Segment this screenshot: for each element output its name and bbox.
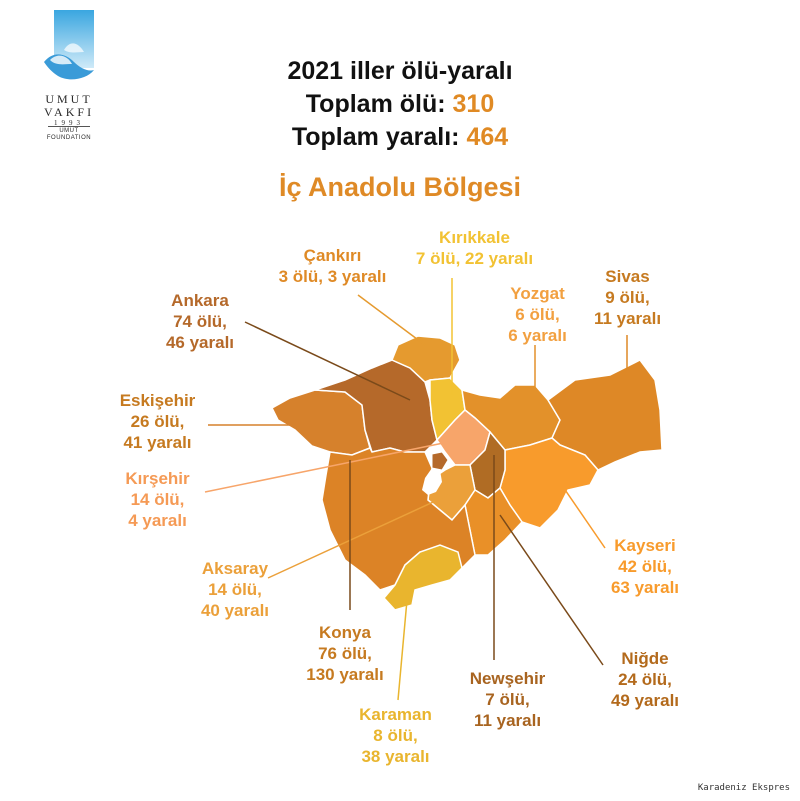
lake-small bbox=[431, 451, 449, 471]
label-ankara-injured: 46 yaralı bbox=[165, 333, 235, 352]
label-sivas-dead: 9 ölü, bbox=[605, 288, 650, 307]
label-eskisehir-name: Eskişehir bbox=[119, 391, 196, 410]
leader-line-nigde bbox=[499, 514, 604, 666]
leader-line-aksaray bbox=[267, 491, 456, 579]
label-yozgat-name: Yozgat bbox=[510, 284, 565, 303]
label-konya: Konya 76 ölü, 130 yaralı bbox=[290, 622, 400, 685]
total-injured-label: Toplam yaralı: bbox=[291, 123, 460, 151]
label-nigde: Niğde 24 ölü, 49 yaralı bbox=[590, 648, 700, 711]
label-yozgat: Yozgat 6 ölü, 6 yaralı bbox=[490, 283, 585, 346]
leader-line-ankara bbox=[244, 321, 411, 401]
label-ankara-name: Ankara bbox=[171, 291, 229, 310]
label-karaman: Karaman 8 ölü, 38 yaralı bbox=[338, 704, 453, 767]
umut-vakfi-logo: UMUT VAKFI 1993 UMUT FOUNDATION bbox=[34, 10, 104, 142]
label-aksaray-injured: 40 yaralı bbox=[200, 601, 270, 620]
lake-tuz bbox=[422, 468, 442, 495]
label-kayseri-injured: 63 yaralı bbox=[610, 578, 680, 597]
label-ankara: Ankara 74 ölü, 46 yaralı bbox=[150, 290, 250, 353]
label-kirsehir-name: Kırşehir bbox=[125, 469, 190, 488]
total-injured-value: 464 bbox=[466, 123, 509, 151]
label-sivas: Sivas 9 ölü, 11 yaralı bbox=[580, 266, 675, 329]
label-aksaray-dead: 14 ölü, bbox=[208, 580, 262, 599]
source-credit: Karadeniz Ekspres bbox=[697, 783, 790, 793]
leader-line-karaman bbox=[397, 599, 408, 701]
region-cankiri bbox=[391, 335, 461, 383]
label-nigde-name: Niğde bbox=[621, 649, 669, 668]
label-kirikkale: Kırıkkale 7 ölü, 22 yaralı bbox=[392, 227, 557, 269]
label-nevsehir: Newşehir 7 ölü, 11 yaralı bbox=[450, 668, 565, 731]
label-karaman-injured: 38 yaralı bbox=[361, 747, 430, 766]
label-aksaray-name: Aksaray bbox=[201, 559, 269, 578]
region-karaman bbox=[383, 544, 463, 611]
label-cankiri-stats: 3 ölü, 3 yaralı bbox=[278, 267, 387, 286]
label-eskisehir: Eskişehir 26 ölü, 41 yaralı bbox=[105, 390, 210, 453]
label-nevsehir-injured: 11 yaralı bbox=[473, 711, 542, 730]
label-konya-name: Konya bbox=[319, 623, 371, 642]
label-nevsehir-name: Newşehir bbox=[469, 669, 546, 688]
logo-text-umut-small: UMUT bbox=[59, 128, 79, 134]
label-karaman-dead: 8 ölü, bbox=[373, 726, 418, 745]
total-dead-line: Toplam ölü: 310 bbox=[200, 88, 600, 120]
label-ankara-dead: 74 ölü, bbox=[173, 312, 227, 331]
label-sivas-name: Sivas bbox=[605, 267, 650, 286]
logo-text-foundation: UMUT FOUNDATION bbox=[34, 128, 104, 142]
label-kayseri: Kayseri 42 ölü, 63 yaralı bbox=[595, 535, 695, 598]
logo-text-foundation-word: FOUNDATION bbox=[46, 135, 92, 141]
label-kayseri-name: Kayseri bbox=[614, 536, 676, 555]
label-aksaray: Aksaray 14 ölü, 40 yaralı bbox=[180, 558, 290, 621]
total-dead-value: 310 bbox=[452, 90, 495, 118]
label-kirikkale-name: Kırıkkale bbox=[439, 228, 510, 247]
dove-sky-icon bbox=[44, 10, 94, 80]
label-konya-injured: 130 yaralı bbox=[306, 665, 384, 684]
logo-text-vakfi: VAKFI bbox=[43, 105, 95, 119]
logo-text-year: 1993 bbox=[54, 119, 84, 127]
total-dead-label: Toplam ölü: bbox=[305, 90, 446, 118]
label-eskisehir-injured: 41 yaralı bbox=[123, 433, 192, 452]
label-kayseri-dead: 42 ölü, bbox=[618, 557, 672, 576]
label-nevsehir-dead: 7 ölü, bbox=[485, 690, 530, 709]
leader-line-cankiri bbox=[357, 294, 426, 346]
total-injured-line: Toplam yaralı: 464 bbox=[200, 121, 600, 153]
label-nigde-dead: 24 ölü, bbox=[618, 670, 672, 689]
label-yozgat-dead: 6 ölü, bbox=[515, 305, 560, 324]
label-yozgat-injured: 6 yaralı bbox=[508, 326, 567, 345]
logo-divider bbox=[48, 126, 90, 127]
label-cankiri-name: Çankırı bbox=[303, 246, 362, 265]
label-cankiri: Çankırı 3 ölü, 3 yaralı bbox=[255, 245, 410, 287]
label-nigde-injured: 49 yaralı bbox=[610, 691, 680, 710]
region-title: İç Anadolu Bölgesi bbox=[278, 172, 522, 202]
label-eskisehir-dead: 26 ölü, bbox=[130, 412, 185, 431]
label-kirsehir-dead: 14 ölü, bbox=[130, 490, 185, 509]
label-konya-dead: 76 ölü, bbox=[318, 644, 372, 663]
page-title: 2021 iller ölü-yaralı bbox=[287, 57, 513, 85]
leader-line-kayseri bbox=[547, 464, 606, 549]
label-kirsehir-injured: 4 yaralı bbox=[128, 511, 187, 530]
label-kirsehir: Kırşehir 14 ölü, 4 yaralı bbox=[105, 468, 210, 531]
leader-line-kirsehir bbox=[204, 439, 459, 493]
logo-text-umut: UMUT bbox=[45, 92, 93, 106]
label-kirikkale-stats: 7 ölü, 22 yaralı bbox=[415, 249, 534, 268]
label-sivas-injured: 11 yaralı bbox=[593, 309, 662, 328]
label-karaman-name: Karaman bbox=[359, 705, 432, 724]
